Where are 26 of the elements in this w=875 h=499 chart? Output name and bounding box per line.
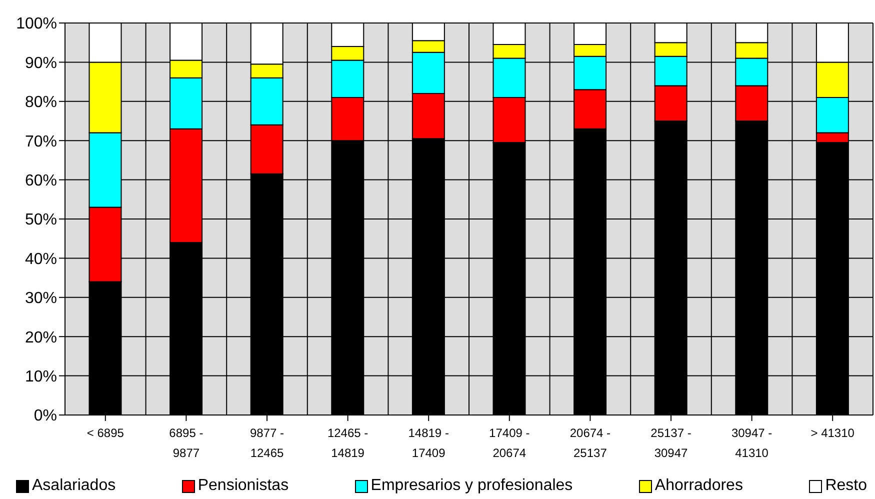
x-tick-label: 20674 - 25137 — [570, 426, 611, 460]
x-tick-label: 14819 - 17409 — [408, 426, 449, 460]
y-tick-label: 80% — [24, 94, 57, 112]
legend-label: Pensionistas — [196, 477, 289, 495]
y-tick-label: 40% — [24, 250, 57, 268]
y-tick-label: 10% — [24, 368, 57, 386]
x-tick-label: 17409 - 20674 — [489, 426, 530, 460]
y-tick-label: 90% — [24, 54, 57, 72]
x-tick-label: < 6895 — [86, 426, 124, 440]
y-tick-label: 70% — [24, 133, 57, 150]
legend-label: Asalariados — [31, 477, 116, 495]
legend-label: Ahorradores — [654, 477, 743, 495]
x-tick-label: 30947 - 41310 — [731, 426, 772, 460]
x-tick-label: > 41310 — [810, 426, 855, 440]
y-tick-label: 0% — [34, 408, 57, 425]
y-tick-label: 100% — [16, 16, 57, 33]
x-tick-label: 25137 - 30947 — [650, 426, 692, 460]
x-tick-label: 9877 - 12465 — [250, 426, 284, 460]
legend-label: Resto — [824, 477, 867, 495]
y-tick-label: 50% — [24, 212, 57, 229]
x-tick-label: 6895 - 9877 — [169, 426, 204, 460]
y-tick-label: 60% — [24, 172, 57, 190]
y-tick-label: 20% — [24, 329, 57, 346]
y-tick-label: 30% — [24, 290, 57, 308]
x-tick-label: 12465 - 14819 — [327, 426, 368, 460]
legend-label: Empresarios y profesionales — [370, 477, 573, 495]
